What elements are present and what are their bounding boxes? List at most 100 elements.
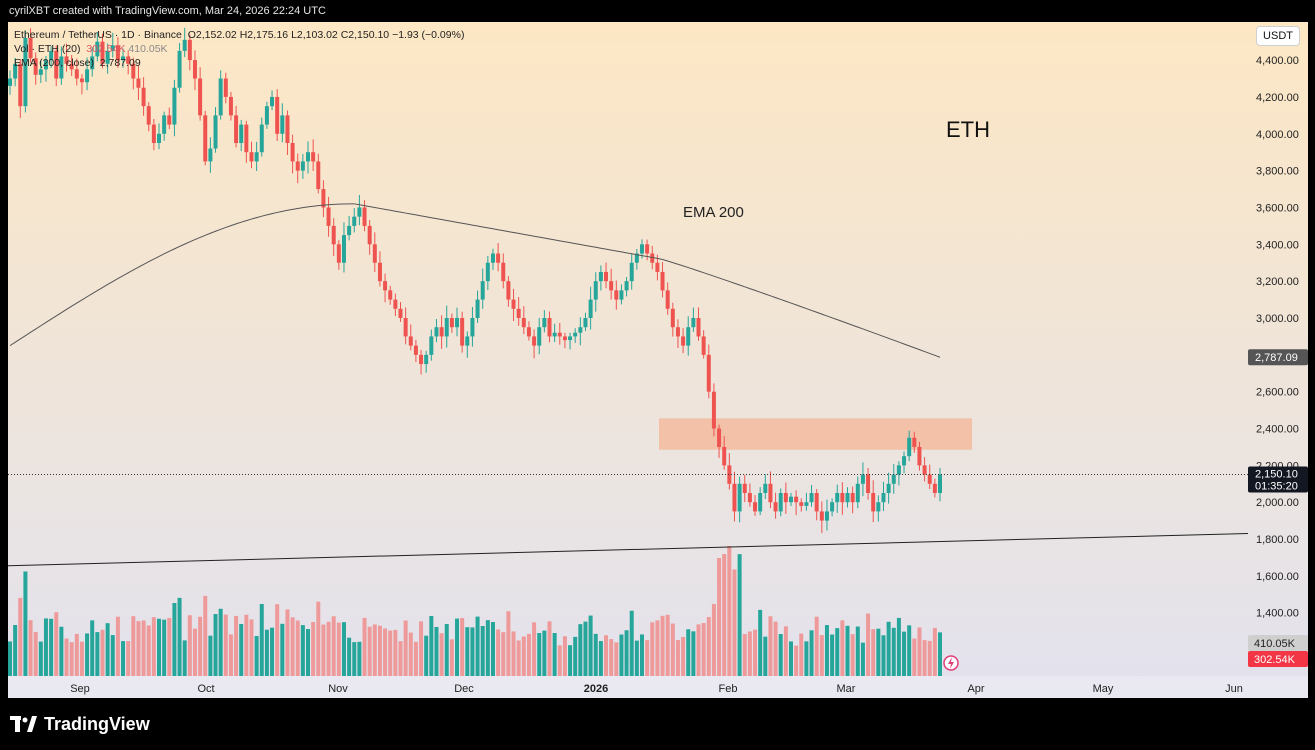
volume-indicator-label[interactable]: Vol · ETH (20) <box>14 43 81 55</box>
candle-body <box>59 56 64 79</box>
volume-bar <box>670 623 675 676</box>
volume-bar <box>295 620 300 676</box>
candle-body <box>532 336 537 346</box>
volume-bar <box>398 641 403 676</box>
ema-price-badge <box>1248 349 1308 366</box>
volume-bar <box>927 640 932 676</box>
chart-area[interactable]: 1,600.00 1,800.00 2,000.00 2,200.00 2,400.00… <box>7 22 1308 698</box>
candle-body <box>758 493 763 512</box>
candle-body <box>362 207 367 226</box>
candle-body <box>18 63 23 107</box>
ohlc-values: O2,152.02 H2,175.16 L2,103.02 C2,150.10 … <box>187 29 465 41</box>
volume-bar <box>855 626 860 676</box>
candle-body <box>670 308 675 328</box>
candle-body <box>886 483 891 493</box>
candle-body <box>819 511 824 521</box>
candle-body <box>223 78 228 97</box>
candle-body <box>629 262 634 282</box>
brand-name: TradingView <box>44 713 150 734</box>
price-tick-label: 3,600.00 <box>1256 202 1299 214</box>
volume-bar <box>49 618 54 676</box>
volume-bar <box>331 616 336 676</box>
volume-bar <box>547 621 552 676</box>
volume-bar <box>43 618 48 676</box>
candle-body <box>306 152 311 162</box>
candle-body <box>74 69 79 79</box>
volume-bar <box>722 554 727 676</box>
footer: TradingView <box>0 700 1315 750</box>
volume-bar <box>701 623 706 676</box>
candle-body <box>228 96 233 116</box>
volume-bar <box>537 633 542 676</box>
volume-bar <box>634 640 639 676</box>
volume-bar <box>845 625 850 676</box>
candle-body <box>23 38 28 107</box>
volume-bar <box>675 639 680 676</box>
volume-bar <box>485 620 490 676</box>
volume-bar <box>177 597 182 676</box>
candle-body <box>773 502 778 512</box>
volume-bar <box>624 630 629 676</box>
ema-indicator-label[interactable]: EMA (200, close) <box>14 57 94 69</box>
candle-body <box>850 493 855 503</box>
volume-bar <box>336 622 341 676</box>
chart-caption: cyrilXBT created with TradingView.com, M… <box>9 5 326 17</box>
volume-bar <box>316 601 321 676</box>
volume-bar <box>347 637 352 676</box>
volume-bar <box>526 633 531 676</box>
candle-body <box>542 318 547 328</box>
volume-ma-badge <box>1248 635 1308 651</box>
candle-body <box>501 262 506 282</box>
price-tick-label: 2,400.00 <box>1256 424 1299 436</box>
candle-body <box>583 318 588 328</box>
volume-bar <box>778 634 783 676</box>
candle-body <box>506 281 511 300</box>
volume-bar <box>871 629 876 676</box>
candle-body <box>660 271 665 291</box>
volume-bar <box>54 612 59 676</box>
volume-bar <box>696 624 701 676</box>
volume-bar <box>244 614 249 676</box>
time-axis-label: May <box>1093 683 1114 695</box>
candle-body <box>696 318 701 337</box>
time-axis-label: Sep <box>70 683 90 695</box>
candle-body <box>290 143 295 162</box>
candle-body <box>665 290 670 309</box>
volume-bar <box>275 604 280 676</box>
candle-body <box>393 299 398 309</box>
volume-bar <box>891 627 896 676</box>
lightning-icon[interactable] <box>943 655 959 671</box>
candle-body <box>54 50 59 79</box>
volume-bar <box>804 641 809 676</box>
currency-button[interactable]: USDT <box>1256 26 1300 46</box>
candle-body <box>881 493 886 503</box>
volume-bar <box>285 609 290 676</box>
volume-bar <box>824 625 829 676</box>
candle-body <box>922 465 927 475</box>
candle-body <box>511 299 516 309</box>
candle-body <box>614 290 619 300</box>
volume-bar <box>619 634 624 676</box>
volume-bar <box>357 641 362 676</box>
chart-title: ETH <box>946 117 990 142</box>
countdown-label: 01:35:20 <box>1255 481 1298 493</box>
volume-bar <box>501 632 506 676</box>
candle-body <box>13 63 18 79</box>
last-price-badge <box>1248 466 1308 493</box>
symbol-label[interactable]: Ethereum / TetherUS · 1D · Binance <box>14 29 182 41</box>
volume-bar <box>557 645 562 676</box>
volume-bar <box>419 621 424 676</box>
last-price-label: 2,150.10 <box>1255 469 1298 481</box>
candle-body <box>912 437 917 447</box>
candle-body <box>650 253 655 263</box>
candle-body <box>814 493 819 512</box>
time-axis-label: Dec <box>454 683 474 695</box>
candlestick-chart[interactable]: 1,600.001,800.002,000.002,200.002,400.00… <box>7 22 1308 698</box>
volume-bar <box>742 634 747 676</box>
candle-body <box>691 318 696 328</box>
candle-body <box>331 225 336 245</box>
volume-bar <box>511 631 516 676</box>
candle-body <box>938 474 942 493</box>
volume-bar <box>172 602 177 676</box>
tradingview-logo[interactable]: TradingView <box>10 713 150 735</box>
